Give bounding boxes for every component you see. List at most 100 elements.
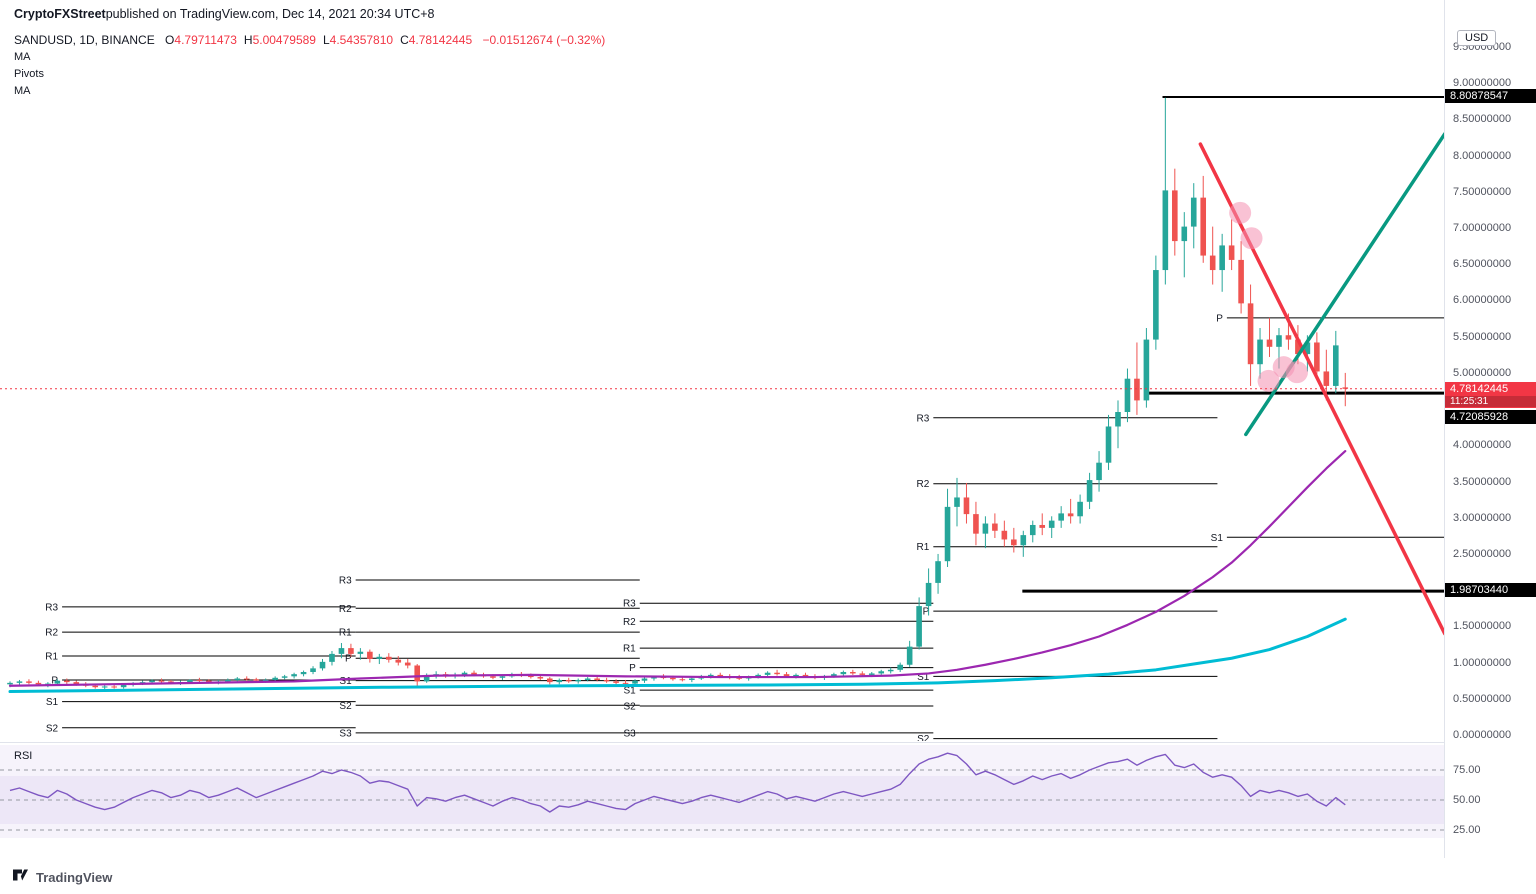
ohlc-value: 5.00479589 xyxy=(252,33,316,47)
candle xyxy=(253,679,260,681)
footer-bar: TradingView xyxy=(0,860,1536,894)
price-tick: 1.50000000 xyxy=(1453,620,1512,633)
candle xyxy=(243,678,250,680)
pivot-label-aug-r1: R1 xyxy=(45,652,58,663)
ohlc-value: 4.78142445 xyxy=(408,33,473,47)
candle xyxy=(1001,530,1008,540)
pivot-label-sep-r3: R3 xyxy=(339,576,352,587)
candle xyxy=(1039,524,1046,528)
candle xyxy=(1333,345,1339,386)
rsi-panel[interactable] xyxy=(0,745,1444,838)
indicator-ma-2[interactable]: MA xyxy=(14,85,31,97)
candle xyxy=(262,679,269,681)
pivot-label-oct-s3: S3 xyxy=(624,728,637,739)
pivot-label-dec-p: P xyxy=(1216,313,1223,324)
price-tick: 8.00000000 xyxy=(1453,149,1512,162)
annotation-circle[interactable] xyxy=(1285,361,1308,384)
candle xyxy=(1115,412,1121,427)
candle xyxy=(594,678,600,680)
pivot-label-nov-s2: S2 xyxy=(917,734,930,741)
price-label-low: 1.98703440 xyxy=(1445,583,1536,598)
candle xyxy=(1295,339,1301,355)
candle xyxy=(689,678,695,680)
candle xyxy=(111,686,117,688)
price-axis[interactable]: USD 8.80878547 4.78142445 11:25:31 4.720… xyxy=(1444,0,1536,858)
candle xyxy=(414,665,421,682)
price-tick: 1.00000000 xyxy=(1453,656,1512,669)
price-label-ath: 8.80878547 xyxy=(1445,89,1536,104)
price-tick: 5.00000000 xyxy=(1453,366,1512,379)
tradingview-brand[interactable]: TradingView xyxy=(36,869,113,885)
candle xyxy=(859,673,866,675)
candle xyxy=(1162,190,1169,271)
price-tick: 3.00000000 xyxy=(1453,511,1512,524)
candle xyxy=(348,648,354,654)
candle xyxy=(707,674,714,677)
candle xyxy=(963,497,970,515)
chart-area[interactable]: R3 R2 R1 P S1 S2 R3 R2 R1 P S1 S2 S3 R3 R2 R1 P S1 S2 S3 R3 R… xyxy=(0,28,1444,860)
candle xyxy=(783,674,790,677)
candle xyxy=(1124,378,1131,413)
candle xyxy=(1105,426,1112,463)
candle xyxy=(897,664,903,670)
annotation-circle[interactable] xyxy=(1257,369,1280,392)
price-tick: 9.00000000 xyxy=(1453,77,1512,90)
price-label-support: 4.72085928 xyxy=(1445,409,1536,424)
candle xyxy=(158,680,165,682)
pivot-label-sep-r1: R1 xyxy=(339,628,352,639)
candle xyxy=(1276,335,1282,347)
price-tick: 6.50000000 xyxy=(1453,258,1512,271)
candle xyxy=(878,671,885,674)
candle xyxy=(603,679,610,682)
annotation-circle[interactable] xyxy=(1229,201,1252,224)
candle xyxy=(1200,197,1207,256)
pivot-label-oct-p: P xyxy=(629,663,636,674)
tradingview-logo-icon[interactable] xyxy=(12,866,29,888)
candle xyxy=(546,678,553,683)
candle xyxy=(64,680,70,683)
candle xyxy=(793,674,799,677)
candle xyxy=(1266,339,1273,347)
candle xyxy=(1209,255,1216,271)
symbol-title[interactable]: SANDUSD, 1D, BINANCE xyxy=(14,33,155,47)
rsi-line[interactable] xyxy=(9,752,1346,813)
pivot-label-oct-r2: R2 xyxy=(623,617,636,628)
trendline-descending-resistance[interactable] xyxy=(1198,142,1444,636)
candle xyxy=(376,656,383,659)
candle xyxy=(1029,524,1036,536)
candle xyxy=(225,679,231,682)
candle xyxy=(338,648,345,654)
rsi-tick: 75.00 xyxy=(1453,764,1481,776)
candle xyxy=(386,656,392,660)
candle xyxy=(935,561,941,583)
candle xyxy=(944,506,951,562)
candle xyxy=(670,677,676,680)
price-chart[interactable]: R3 R2 R1 P S1 S2 R3 R2 R1 P S1 S2 S3 R3 R2 R1 P S1 S2 S3 R3 R… xyxy=(0,28,1444,741)
price-tick: 3.50000000 xyxy=(1453,475,1512,488)
ma-purple-line[interactable] xyxy=(8,450,1347,687)
indicator-pivots[interactable]: Pivots xyxy=(14,68,44,80)
candle xyxy=(679,679,686,681)
candle xyxy=(206,680,212,683)
candle xyxy=(300,671,307,675)
candle xyxy=(92,685,99,688)
candle xyxy=(1086,480,1093,502)
candle xyxy=(868,673,875,675)
candle xyxy=(1228,245,1235,260)
candle xyxy=(565,679,572,682)
candle xyxy=(168,681,174,683)
rsi-indicator-label[interactable]: RSI xyxy=(14,750,33,762)
bar-countdown: 11:25:31 xyxy=(1445,395,1536,407)
candle xyxy=(1143,339,1150,401)
candle xyxy=(651,677,657,679)
pivot-label-aug-s1: S1 xyxy=(46,697,59,708)
ma-cyan-line[interactable] xyxy=(8,617,1347,694)
annotation-circle[interactable] xyxy=(1240,227,1263,250)
indicator-ma-1[interactable]: MA xyxy=(14,51,31,63)
symbol-legend: SANDUSD, 1D, BINANCE O4.79711473 H5.00479… xyxy=(14,32,605,99)
candle xyxy=(423,675,430,682)
panel-separator[interactable] xyxy=(0,742,1444,743)
candle xyxy=(187,679,193,683)
currency-badge[interactable]: USD xyxy=(1457,30,1497,46)
candle xyxy=(54,680,61,684)
